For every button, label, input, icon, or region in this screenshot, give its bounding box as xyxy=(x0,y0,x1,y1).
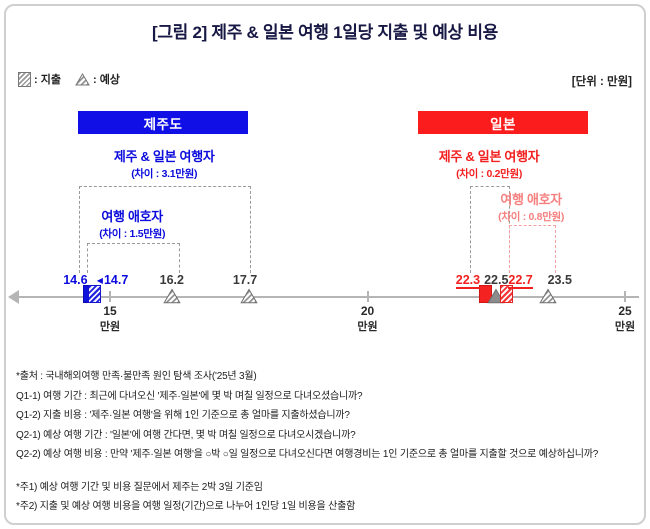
value-label-text: 14.7 xyxy=(103,273,129,287)
marker-triangle-icon-23.5 xyxy=(539,288,557,304)
unit-label: [단위 : 만원] xyxy=(571,76,632,88)
value-label-text: 17.7 xyxy=(232,273,258,287)
value-label: 23.5 xyxy=(538,273,582,287)
axis-tick-label: 20 xyxy=(360,304,375,318)
value-label: 17.7 xyxy=(223,273,267,287)
axis-tick-unit: 만원 xyxy=(99,321,121,333)
footnote-line: *출처 : 국내해외여행 만족·불만족 원인 탐색 조사('25년 3월) xyxy=(16,371,257,382)
group-annotation: 제주 & 일본 여행자 (차이 : 0.2만원) xyxy=(399,146,579,181)
group-name: 제주 & 일본 여행자 xyxy=(113,149,215,164)
figure-title: [그림 2] 제주 & 일본 여행 1일당 지출 및 예상 비용 xyxy=(151,23,499,42)
legend-spend-label: : 지출 xyxy=(34,74,61,86)
diff-bracket xyxy=(469,186,511,273)
group-diff: (차이 : 1.5만원) xyxy=(99,228,166,240)
footnote-line: Q1-2) 지출 비용 : '제주·일본 여행'을 위해 1인 기준으로 총 얼… xyxy=(16,410,350,421)
group-name: 여행 애호자 xyxy=(500,192,562,207)
group-annotation: 여행 애호자 (차이 : 0.8만원) xyxy=(441,189,621,224)
axis-left-arrow-icon xyxy=(8,290,19,304)
marker-bar-22.3 xyxy=(479,285,493,303)
axis-tick-unit: 만원 xyxy=(614,321,636,333)
footnote-line: Q2-1) 예상 여행 기간 : '일본'에 여행 간다면, 몇 박 며칠 일정… xyxy=(16,429,356,441)
footnote-line: *주1) 예상 여행 기간 및 비용 질문에서 제주는 2박 3일 기준임 xyxy=(16,481,263,493)
value-label-text: 22.5 xyxy=(484,273,509,287)
legend-item-spend: : 지출 xyxy=(18,71,61,87)
value-label: 22.3 xyxy=(446,273,490,289)
footnote-line: Q2-2) 예상 여행 비용 : 만약 '제주·일본 여행'을 ○박 ○일 일정… xyxy=(16,449,599,460)
axis-tick-label: 15 xyxy=(103,304,117,318)
marker-bar-14.7 xyxy=(88,285,102,303)
value-label-text: 22.3 xyxy=(455,273,481,289)
value-label-text: 22.7 xyxy=(508,273,533,289)
legend: : 지출 : 예상 xyxy=(18,71,120,87)
diff-bracket xyxy=(86,243,180,273)
legend-item-expected: : 예상 xyxy=(75,71,120,87)
value-label: ◀14.7 xyxy=(91,273,135,287)
value-label-text: 14.6 xyxy=(63,273,88,287)
marker-triangle-icon-16.2 xyxy=(163,288,181,304)
group-diff: (차이 : 3.1만원) xyxy=(131,168,198,180)
value-label: 16.2 xyxy=(150,273,194,287)
group-name: 여행 애호자 xyxy=(101,209,163,224)
axis-tick xyxy=(109,291,111,302)
region-header-japan: 일본 xyxy=(418,111,588,134)
expected-triangle-icon xyxy=(75,72,90,85)
marker-triangle-icon-17.7 xyxy=(240,288,258,304)
left-pointer-icon: ◀ xyxy=(96,275,103,285)
legend-expected-label: : 예상 xyxy=(92,74,120,86)
value-label: 22.7 xyxy=(499,273,543,289)
axis-tick-label: 25 xyxy=(618,304,632,318)
spend-square-icon xyxy=(18,71,31,87)
value-label: 22.5 xyxy=(474,273,518,287)
group-annotation: 제주 & 일본 여행자 (차이 : 3.1만원) xyxy=(74,146,254,181)
group-annotation: 여행 애호자 (차이 : 1.5만원) xyxy=(42,206,222,241)
axis-tick xyxy=(366,291,369,302)
footnote-line: Q1-1) 여행 기간 : 최근에 다녀오신 '제주·일본'에 몇 박 며칠 일… xyxy=(16,390,363,402)
footnote-line: *주2) 지출 및 예상 여행 비용을 여행 일정(기간)으로 나누어 1인당 … xyxy=(16,501,356,512)
marker-bar-22.7 xyxy=(500,285,514,303)
value-label-text: 23.5 xyxy=(547,273,572,287)
diff-bracket xyxy=(508,225,556,273)
x-axis-line xyxy=(19,296,639,298)
group-diff: (차이 : 0.2만원) xyxy=(456,168,523,180)
figure-frame xyxy=(4,4,646,525)
footnotes: *출처 : 국내해외여행 만족·불만족 원인 탐색 조사('25년 3월) Q1-… xyxy=(16,367,640,517)
region-header-jeju: 제주도 xyxy=(78,111,248,134)
value-label-text: 16.2 xyxy=(159,273,184,287)
group-diff: (차이 : 0.8만원) xyxy=(498,211,565,223)
group-name: 제주 & 일본 여행자 xyxy=(438,149,540,164)
axis-tick xyxy=(624,291,626,302)
axis-tick-unit: 만원 xyxy=(357,321,378,333)
value-label: 14.6 xyxy=(53,273,97,287)
diff-bracket xyxy=(79,186,252,273)
